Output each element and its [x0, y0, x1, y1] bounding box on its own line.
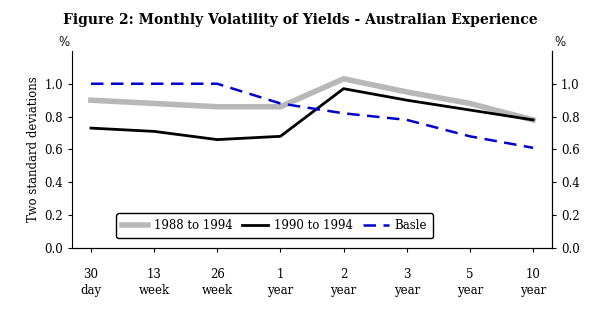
Basle [340, 111, 347, 115]
Text: year: year [394, 284, 420, 296]
1988 to 1994 [214, 105, 221, 109]
Basle [88, 82, 95, 86]
Text: year: year [331, 284, 357, 296]
1990 to 1994 [529, 118, 536, 122]
Text: 1: 1 [277, 268, 284, 281]
Line: Basle: Basle [91, 84, 533, 148]
Basle [529, 146, 536, 150]
Text: 3: 3 [403, 268, 410, 281]
Text: 30: 30 [83, 268, 98, 281]
Text: year: year [267, 284, 293, 296]
Line: 1988 to 1994: 1988 to 1994 [91, 79, 533, 120]
Line: 1990 to 1994: 1990 to 1994 [91, 89, 533, 140]
Text: %: % [554, 36, 566, 49]
Text: 10: 10 [526, 268, 541, 281]
1988 to 1994 [403, 90, 410, 94]
1988 to 1994 [88, 98, 95, 102]
1988 to 1994 [466, 101, 473, 105]
1988 to 1994 [277, 105, 284, 109]
1988 to 1994 [340, 77, 347, 81]
Basle [403, 118, 410, 122]
1990 to 1994 [88, 126, 95, 130]
1988 to 1994 [151, 101, 158, 105]
Basle [466, 135, 473, 138]
Text: year: year [457, 284, 483, 296]
Basle [277, 101, 284, 105]
1990 to 1994 [151, 129, 158, 133]
Text: Figure 2: Monthly Volatility of Yields - Australian Experience: Figure 2: Monthly Volatility of Yields -… [62, 13, 538, 27]
1990 to 1994 [214, 138, 221, 142]
Text: 13: 13 [146, 268, 161, 281]
Legend: 1988 to 1994, 1990 to 1994, Basle: 1988 to 1994, 1990 to 1994, Basle [116, 213, 433, 238]
Text: week: week [139, 284, 170, 296]
Basle [151, 82, 158, 86]
Text: %: % [58, 36, 70, 49]
Y-axis label: Two standard deviations: Two standard deviations [27, 77, 40, 222]
Text: week: week [202, 284, 233, 296]
Text: 26: 26 [210, 268, 225, 281]
1990 to 1994 [466, 108, 473, 112]
Text: 5: 5 [466, 268, 473, 281]
1990 to 1994 [340, 87, 347, 91]
1990 to 1994 [403, 98, 410, 102]
Text: day: day [80, 284, 101, 296]
1990 to 1994 [277, 135, 284, 138]
Text: year: year [520, 284, 546, 296]
1988 to 1994 [529, 118, 536, 122]
Basle [214, 82, 221, 86]
Text: 2: 2 [340, 268, 347, 281]
